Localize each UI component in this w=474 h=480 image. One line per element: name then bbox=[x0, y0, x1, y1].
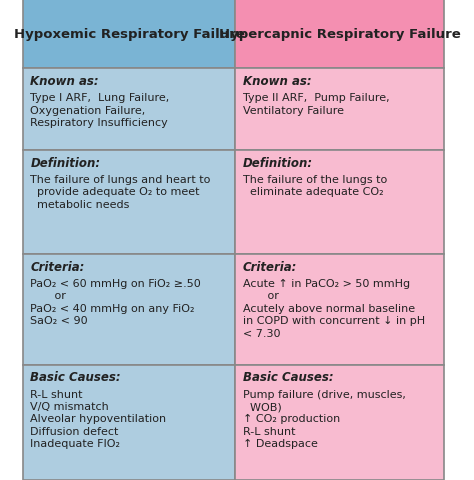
Bar bbox=[236, 365, 444, 480]
Bar bbox=[23, 254, 236, 365]
Bar bbox=[23, 69, 236, 151]
Bar bbox=[23, 365, 236, 480]
Text: Criteria:: Criteria: bbox=[30, 260, 85, 273]
Text: Basic Causes:: Basic Causes: bbox=[30, 371, 121, 384]
Text: PaO₂ < 60 mmHg on FiO₂ ≥.50
       or
PaO₂ < 40 mmHg on any FiO₂
SaO₂ < 90: PaO₂ < 60 mmHg on FiO₂ ≥.50 or PaO₂ < 40… bbox=[30, 278, 201, 325]
Text: Basic Causes:: Basic Causes: bbox=[243, 371, 334, 384]
Text: Definition:: Definition: bbox=[243, 156, 313, 169]
Text: Acute ↑ in PaCO₂ > 50 mmHg
       or
Acutely above normal baseline
in COPD with : Acute ↑ in PaCO₂ > 50 mmHg or Acutely ab… bbox=[243, 278, 425, 338]
Text: Criteria:: Criteria: bbox=[243, 260, 297, 273]
Text: R-L shunt
V/Q mismatch
Alveolar hypoventilation
Diffusion defect
Inadequate FIO₂: R-L shunt V/Q mismatch Alveolar hypovent… bbox=[30, 389, 166, 448]
Bar bbox=[236, 69, 444, 151]
Bar bbox=[236, 0, 444, 69]
Text: Hypoxemic Respiratory Failure: Hypoxemic Respiratory Failure bbox=[14, 28, 245, 41]
Bar bbox=[23, 0, 236, 69]
Text: Pump failure (drive, muscles,
  WOB)
↑ CO₂ production
R-L shunt
↑ Deadspace: Pump failure (drive, muscles, WOB) ↑ CO₂… bbox=[243, 389, 406, 448]
Bar bbox=[23, 151, 236, 254]
Text: Definition:: Definition: bbox=[30, 156, 100, 169]
Bar bbox=[236, 151, 444, 254]
Text: Type I ARF,  Lung Failure,
Oxygenation Failure,
Respiratory Insufficiency: Type I ARF, Lung Failure, Oxygenation Fa… bbox=[30, 93, 170, 128]
Text: The failure of the lungs to
  eliminate adequate CO₂: The failure of the lungs to eliminate ad… bbox=[243, 175, 387, 197]
Text: Hypercapnic Respiratory Failure: Hypercapnic Respiratory Failure bbox=[219, 28, 461, 41]
Text: Known as:: Known as: bbox=[30, 75, 99, 88]
Text: Type II ARF,  Pump Failure,
Ventilatory Failure: Type II ARF, Pump Failure, Ventilatory F… bbox=[243, 93, 390, 116]
Bar bbox=[236, 254, 444, 365]
Text: Known as:: Known as: bbox=[243, 75, 312, 88]
Text: The failure of lungs and heart to
  provide adequate O₂ to meet
  metabolic need: The failure of lungs and heart to provid… bbox=[30, 175, 210, 209]
